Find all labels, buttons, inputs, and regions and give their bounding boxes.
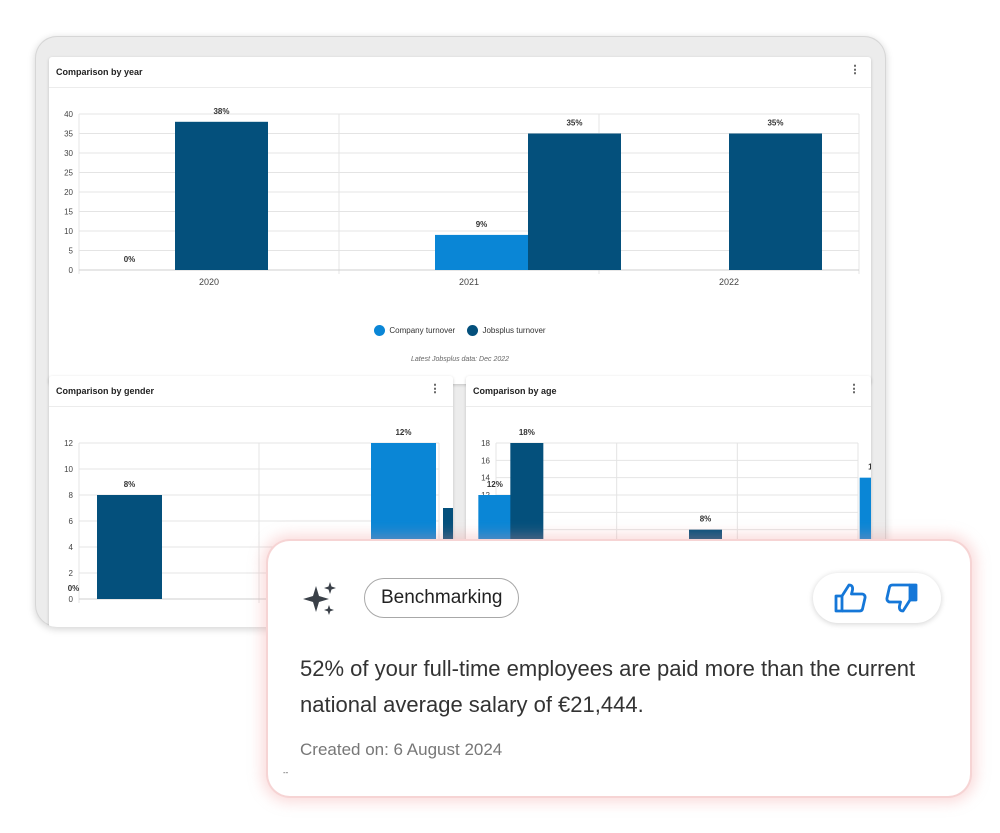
comparison-by-year-card: Comparison by year ⋮ 0 5 10 15 20 25 30 35 40 0% 3… bbox=[49, 57, 871, 384]
legend-label-company: Company turnover bbox=[389, 326, 456, 335]
more-vert-icon[interactable]: ⋮ bbox=[848, 383, 860, 395]
more-vert-icon[interactable]: ⋮ bbox=[429, 383, 441, 395]
y-tick-label: 2 bbox=[69, 569, 74, 578]
x-tick-label: 2021 bbox=[459, 277, 479, 287]
y-tick-label: 10 bbox=[64, 465, 73, 474]
bar-jobsplus-turnover bbox=[528, 133, 621, 270]
more-vert-icon[interactable]: ⋮ bbox=[849, 64, 861, 76]
y-tick-label: 30 bbox=[64, 149, 73, 158]
legend-item-company[interactable]: Company turnover bbox=[374, 325, 455, 336]
data-label: 38% bbox=[213, 107, 229, 116]
data-label: 18% bbox=[519, 428, 535, 437]
bar-jobsplus-turnover bbox=[175, 121, 268, 270]
y-tick-label: 4 bbox=[69, 543, 74, 552]
data-label: 8% bbox=[700, 515, 712, 524]
y-tick-label: 0 bbox=[69, 266, 74, 275]
y-tick-label: 10 bbox=[64, 227, 73, 236]
data-label: 14% bbox=[868, 463, 871, 472]
bar-company-turnover bbox=[435, 234, 528, 270]
bar-jobsplus-turnover bbox=[97, 495, 162, 599]
y-tick-label: 5 bbox=[69, 247, 74, 256]
legend-swatch-company bbox=[374, 325, 386, 336]
data-label: 12% bbox=[487, 480, 503, 489]
x-tick-label: 2022 bbox=[719, 277, 739, 287]
chart-legend: Company turnover Jobsplus turnover bbox=[49, 325, 871, 338]
data-label: 35% bbox=[767, 119, 783, 128]
data-label: 9% bbox=[476, 220, 488, 229]
legend-swatch-jobsplus bbox=[467, 325, 479, 336]
card-title: Comparison by gender bbox=[56, 386, 155, 396]
y-tick-label: 35 bbox=[64, 130, 73, 139]
stray-mark: -- bbox=[283, 768, 289, 777]
y-tick-label: 15 bbox=[64, 208, 73, 217]
y-tick-label: 25 bbox=[64, 169, 73, 178]
data-source-note: Latest Jobsplus data: Dec 2022 bbox=[410, 356, 510, 363]
benchmarking-tag[interactable]: Benchmarking bbox=[364, 578, 520, 618]
y-tick-label: 16 bbox=[481, 456, 490, 465]
data-label: 35% bbox=[566, 119, 582, 128]
bar-jobsplus-turnover bbox=[729, 133, 822, 270]
card-divider bbox=[49, 87, 871, 88]
data-label: 12% bbox=[395, 428, 411, 437]
data-label: 8% bbox=[124, 480, 136, 489]
card-divider bbox=[466, 406, 871, 407]
legend-label-jobsplus: Jobsplus turnover bbox=[482, 326, 546, 335]
y-tick-label: 0 bbox=[69, 595, 74, 604]
y-tick-label: 14 bbox=[481, 474, 490, 483]
sparkle-icon bbox=[303, 582, 336, 615]
x-tick-label: 2020 bbox=[199, 277, 219, 287]
dashboard-frame: Comparison by year ⋮ 0 5 10 15 20 25 30 35 40 0% 3… bbox=[35, 36, 886, 627]
bar-company-turnover bbox=[859, 477, 871, 599]
data-label: 0% bbox=[68, 584, 80, 593]
card-divider bbox=[49, 406, 453, 407]
y-tick-label: 12 bbox=[64, 439, 73, 448]
thumbs-down-icon[interactable] bbox=[883, 582, 919, 614]
y-tick-label: 8 bbox=[69, 491, 74, 500]
y-tick-label: 6 bbox=[69, 517, 74, 526]
insight-text: 52% of your full-time employees are paid… bbox=[300, 656, 916, 717]
card-title: Comparison by age bbox=[473, 386, 557, 396]
y-tick-label: 18 bbox=[481, 439, 490, 448]
created-date: Created on: 6 August 2024 bbox=[300, 740, 503, 759]
year-bar-chart: 05101520253035400%38%20209%35%20210%35%2… bbox=[64, 107, 860, 287]
card-title: Comparison by year bbox=[56, 67, 143, 77]
thumbs-up-icon[interactable] bbox=[833, 582, 869, 614]
feedback-buttons bbox=[813, 573, 941, 623]
y-tick-label: 20 bbox=[64, 188, 73, 197]
data-label: 0% bbox=[124, 255, 136, 264]
legend-item-jobsplus[interactable]: Jobsplus turnover bbox=[467, 325, 546, 336]
y-tick-label: 40 bbox=[64, 110, 73, 119]
